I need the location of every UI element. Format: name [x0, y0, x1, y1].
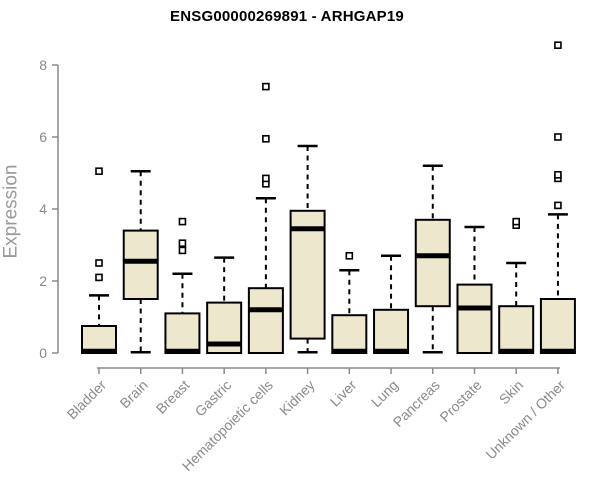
outlier-point-unknown-other [554, 201, 562, 210]
x-tick-label-kidney: Kidney [276, 377, 318, 419]
box-lung [373, 308, 410, 354]
outlier-point-breast [178, 246, 187, 255]
outlier-point-unknown-other [554, 133, 562, 141]
outlier-point-skin [512, 217, 521, 226]
outlier-point-unknown-other [554, 41, 562, 50]
x-tick-label-lung: Lung [368, 377, 401, 410]
y-tick-label: 8 [39, 57, 47, 73]
outlier-point-bladder [95, 167, 103, 175]
box-kidney [289, 209, 326, 340]
outlier-point-breast [178, 217, 187, 226]
box-prostate [456, 283, 493, 355]
box-skin [498, 305, 535, 355]
x-tick-label-liver: Liver [327, 377, 360, 410]
box-brain [122, 229, 159, 301]
box-pancreas [414, 218, 451, 308]
outlier-point-hematopoietic-cells [262, 174, 270, 183]
outlier-point-breast [178, 239, 187, 247]
chart-title: ENSG00000269891 - ARHGAP19 [170, 8, 404, 25]
box-liver [331, 314, 368, 355]
x-tick-label-brain: Brain [116, 377, 150, 411]
x-tick-label-bladder: Bladder [64, 377, 110, 423]
y-axis-label: Expression [0, 164, 22, 259]
y-tick-label: 6 [39, 129, 47, 145]
x-tick-label-skin: Skin [496, 377, 527, 408]
box-bladder [81, 325, 117, 354]
outlier-point-bladder [95, 273, 103, 282]
outlier-point-hematopoietic-cells [262, 82, 270, 91]
box-hematopoietic-cells [247, 287, 284, 355]
x-tick-label-breast: Breast [153, 377, 193, 417]
outlier-point-hematopoietic-cells [262, 135, 270, 143]
outlier-point-liver [345, 252, 354, 260]
x-tick-label-unknown-other: Unknown / Other [482, 377, 568, 463]
outlier-point-unknown-other [554, 171, 562, 179]
y-tick-label: 0 [39, 345, 47, 361]
outlier-point-bladder [95, 259, 103, 267]
y-tick-label: 2 [39, 273, 47, 289]
box-unknown-other [539, 298, 576, 354]
x-tick-label-prostate: Prostate [436, 377, 484, 425]
box-breast [164, 312, 201, 354]
y-tick-label: 4 [39, 201, 47, 217]
